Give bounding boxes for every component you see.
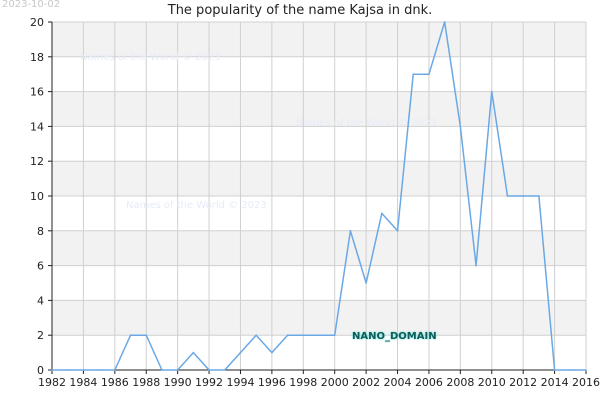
x-tick-label: 1994 (226, 376, 254, 389)
x-tick-label: 2006 (415, 376, 443, 389)
background-band (52, 230, 586, 266)
data-point (192, 351, 195, 354)
x-tick-label: 2008 (446, 376, 474, 389)
x-tick-labels: 1982 1984 1986 1988 1990 1992 1994 1996 1998 2000… (38, 376, 600, 389)
x-tick-label: 2010 (478, 376, 506, 389)
background-bands (52, 22, 586, 336)
data-point (349, 230, 352, 232)
overlay-label: NANO_DOMAIN (352, 331, 437, 342)
data-point (66, 369, 69, 371)
data-point (459, 125, 462, 128)
x-tick-label: 2000 (321, 376, 349, 389)
data-point (82, 369, 85, 371)
x-tick-label: 1986 (101, 376, 129, 389)
data-point (302, 334, 305, 337)
data-point (412, 73, 415, 75)
data-point (333, 334, 336, 337)
x-tick-label: 2004 (384, 376, 412, 389)
y-tick-label: 2 (37, 329, 44, 342)
data-point (318, 334, 320, 337)
background-band (52, 161, 586, 196)
y-tick-label: 14 (30, 120, 44, 133)
data-point (365, 282, 367, 284)
y-tick-label: 10 (30, 190, 44, 203)
data-point (475, 264, 477, 267)
data-point (428, 73, 430, 75)
data-point (569, 369, 572, 371)
x-tick-label: 1984 (69, 376, 97, 389)
data-point (490, 90, 493, 93)
x-tick-label: 1988 (132, 376, 160, 389)
data-point (538, 195, 540, 197)
series-layer (51, 21, 587, 371)
data-point (161, 369, 163, 371)
chart-title: The popularity of the name Kajsa in dnk. (167, 3, 433, 18)
data-point (51, 369, 53, 371)
background-band (52, 22, 586, 57)
x-tick-label: 2016 (572, 376, 600, 389)
x-tick-label: 2012 (509, 376, 537, 389)
y-tick-label: 6 (37, 260, 44, 273)
data-point (522, 195, 524, 197)
x-tick-label: 2002 (352, 376, 380, 389)
date-stamp: 2023-10-02 (2, 0, 61, 10)
x-tick-label: 1990 (164, 376, 192, 389)
watermark: Names of the World © 2023 (80, 52, 221, 63)
x-tick-label: 2014 (541, 376, 569, 389)
data-point (506, 195, 509, 197)
data-point (381, 212, 383, 215)
data-point (176, 369, 179, 371)
watermark: Names of the World © 2023 (126, 200, 267, 211)
data-point (208, 369, 210, 371)
x-tick-label: 1992 (195, 376, 223, 389)
y-tick-label: 12 (30, 155, 44, 168)
data-point (114, 369, 116, 371)
background-band (52, 91, 586, 127)
y-tick-label: 8 (37, 225, 44, 238)
data-point (98, 369, 100, 371)
y-tick-labels: 0 2 4 6 8 10 12 14 16 18 20 (30, 16, 44, 377)
data-point (239, 351, 242, 354)
y-tick-label: 18 (30, 51, 44, 64)
data-point (396, 230, 399, 232)
data-point (145, 334, 148, 337)
data-point (255, 334, 257, 337)
y-tick-label: 4 (37, 294, 44, 307)
data-point (585, 369, 587, 371)
watermark: Names of the World © 2023 (296, 118, 437, 129)
y-tick-label: 0 (37, 364, 44, 377)
data-point (553, 369, 556, 371)
y-tick-label: 20 (30, 16, 44, 29)
data-point (223, 369, 226, 371)
data-point (129, 334, 132, 337)
data-point (271, 351, 273, 354)
x-tick-label: 1996 (258, 376, 286, 389)
x-tick-label: 1982 (38, 376, 66, 389)
data-point (443, 21, 446, 23)
data-point (286, 334, 289, 337)
x-tick-label: 1998 (289, 376, 317, 389)
y-tick-label: 16 (30, 86, 44, 99)
background-band (52, 300, 586, 336)
